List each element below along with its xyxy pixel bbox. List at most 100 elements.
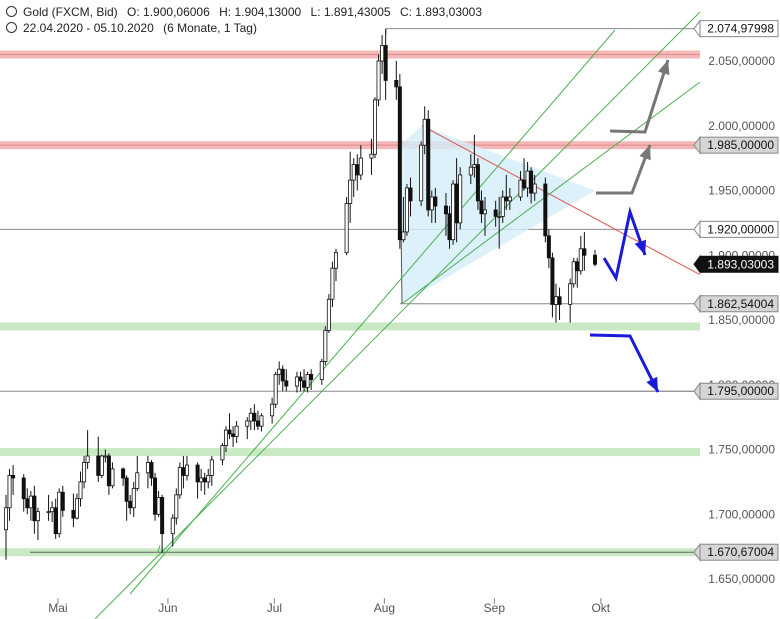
candle-down — [284, 380, 289, 387]
bullish-arrow-lower — [596, 144, 652, 195]
level-badge-pointer — [693, 19, 701, 39]
candle-down — [557, 296, 562, 305]
candle-up — [348, 179, 353, 204]
candle-up — [110, 468, 115, 487]
candle-down — [408, 187, 413, 202]
level-badge-pointer — [693, 542, 701, 562]
level-badge-pointer — [693, 254, 701, 274]
candle-down — [575, 261, 580, 272]
candle-down — [302, 380, 307, 388]
candle-up — [135, 472, 140, 489]
chart-header-period: 22.04.2020 - 05.10.2020 (6 Monate, 1 Tag… — [6, 21, 263, 35]
horizontal-levels — [0, 28, 700, 553]
candle-up — [57, 491, 62, 535]
candle-down — [529, 170, 534, 194]
candle-down — [522, 179, 527, 189]
candle-up — [380, 45, 385, 62]
candle-up — [277, 368, 282, 375]
candle-up — [145, 462, 150, 474]
candle-up — [497, 215, 502, 218]
candle-up — [156, 497, 161, 515]
candle-down — [11, 474, 16, 479]
y-tick-label: 2.000,00000 — [708, 119, 775, 133]
bearish-arrow-upper — [602, 206, 647, 283]
candle-down — [383, 45, 388, 81]
candlesticks — [4, 28, 598, 560]
x-tick-label: Aug — [374, 601, 395, 615]
candle-up — [451, 183, 456, 241]
candle-down — [21, 477, 26, 500]
candle-up — [458, 174, 463, 224]
candle-up — [273, 373, 278, 405]
candle-down — [280, 368, 285, 382]
candle-up — [4, 507, 9, 531]
chart-header-ohlc: Gold (FXCM, Bid) O: 1.900,06006 H: 1.904… — [6, 5, 488, 19]
candle-up — [7, 474, 12, 509]
time-axis: Mai Jun Jul Aug Sep Okt — [48, 598, 611, 615]
candle-down — [582, 248, 587, 256]
level-badge-pointer — [693, 135, 701, 155]
level-label: 1.795,00000 — [707, 384, 774, 398]
candle-down — [298, 376, 303, 382]
candle-up — [85, 455, 90, 463]
candle-down — [96, 455, 101, 476]
low-value: L: 1.891,43005 — [310, 5, 391, 19]
candle-down — [426, 118, 431, 211]
candle-up — [351, 164, 356, 181]
candle-down — [160, 497, 165, 535]
candle-up — [326, 298, 331, 331]
candle-down — [255, 420, 260, 427]
candle-down — [202, 477, 207, 483]
level-label: 1.862,54004 — [707, 297, 774, 311]
candle-up — [369, 153, 374, 159]
bullish-arrow-lower-head — [639, 145, 651, 161]
open-value: O: 1.900,06006 — [127, 5, 210, 19]
candle-up — [103, 455, 108, 458]
candle-up — [223, 429, 228, 447]
candle-up — [82, 462, 87, 483]
y-tick-label: 1.850,00000 — [708, 313, 775, 327]
price-axis: 2.050,000002.000,000001.950,000001.900,0… — [693, 19, 779, 586]
candle-up — [270, 403, 275, 417]
candle-up — [568, 283, 573, 305]
candle-up — [177, 467, 182, 496]
candle-down — [53, 507, 58, 535]
candle-down — [397, 86, 402, 241]
clock-icon — [6, 22, 17, 33]
candle-up — [330, 267, 335, 300]
level-label: 1.893,03003 — [707, 257, 774, 271]
candle-up — [344, 203, 349, 254]
downtrend-line — [421, 125, 701, 276]
date-range: 22.04.2020 - 05.10.2020 — [23, 21, 154, 35]
candle-up — [46, 511, 51, 514]
candle-up — [323, 329, 328, 362]
x-tick-label: Sep — [484, 601, 506, 615]
candle-up — [209, 459, 214, 476]
candle-up — [50, 507, 55, 513]
uptrend-channel-mid — [129, 29, 616, 595]
candle-down — [149, 462, 154, 479]
candle-up — [472, 164, 477, 168]
candle-up — [376, 60, 381, 101]
y-tick-label: 1.700,00000 — [708, 507, 775, 521]
candle-up — [429, 196, 434, 211]
x-tick-label: Mai — [48, 601, 67, 615]
chart-scale-icon[interactable] — [6, 6, 17, 17]
candle-down — [394, 80, 399, 88]
candle-up — [199, 477, 204, 483]
candle-down — [128, 500, 133, 509]
candle-up — [419, 144, 424, 202]
close-value: C: 1.893,03003 — [399, 5, 483, 19]
level-badge-pointer — [693, 381, 701, 401]
candle-up — [468, 166, 473, 176]
candle-up — [28, 495, 33, 509]
candle-down — [309, 373, 314, 380]
candle-up — [259, 415, 264, 427]
candle-down — [60, 491, 65, 511]
candle-down — [153, 477, 158, 515]
bullish-arrow-upper — [609, 59, 670, 134]
candle-down — [546, 235, 551, 259]
candle-down — [195, 464, 200, 483]
x-tick-label: Okt — [591, 601, 610, 615]
